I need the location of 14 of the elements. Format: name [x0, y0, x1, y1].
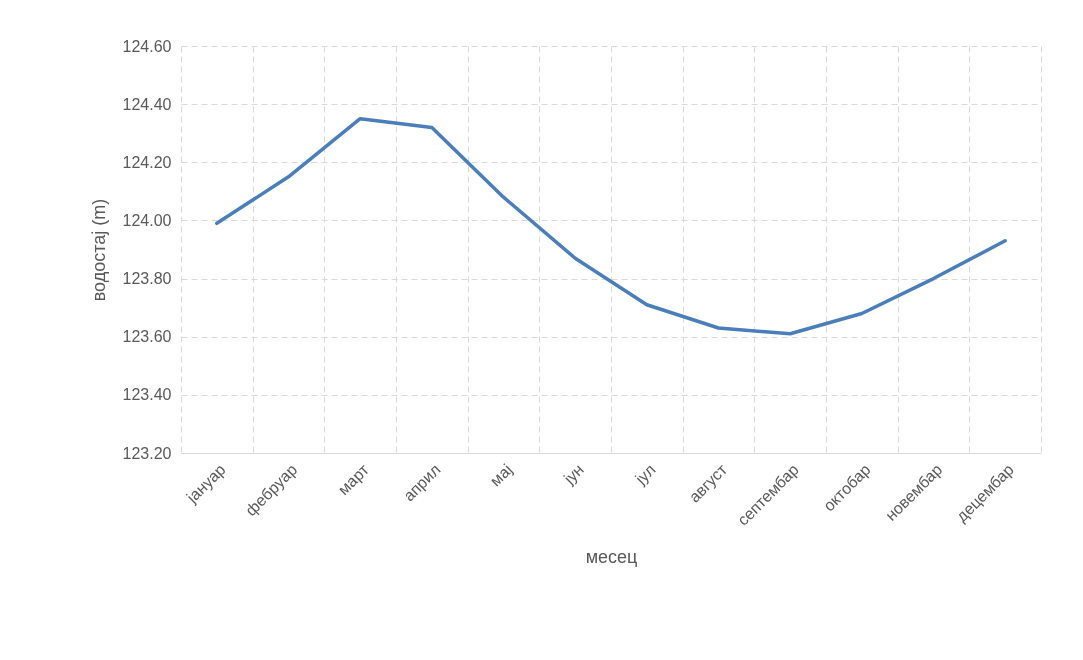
y-tick-label: 123.40: [122, 386, 172, 404]
y-axis-title: водостај (m): [88, 198, 109, 302]
y-tick-label: 124.20: [122, 153, 172, 171]
line-series: [215, 116, 1007, 336]
y-tick-label: 123.60: [122, 328, 172, 346]
x-tick-label: јун: [559, 460, 587, 488]
x-tick-label: јул: [631, 460, 659, 489]
y-tick-label: 123.20: [122, 444, 172, 462]
y-tick-label: 123.80: [122, 270, 172, 288]
y-tick-label: 124.60: [122, 37, 172, 55]
x-axis-title: месец: [585, 546, 638, 567]
x-tick-label: мај: [486, 460, 516, 490]
y-tick-label: 124.00: [122, 211, 172, 229]
y-tick-label: 124.40: [122, 95, 172, 113]
